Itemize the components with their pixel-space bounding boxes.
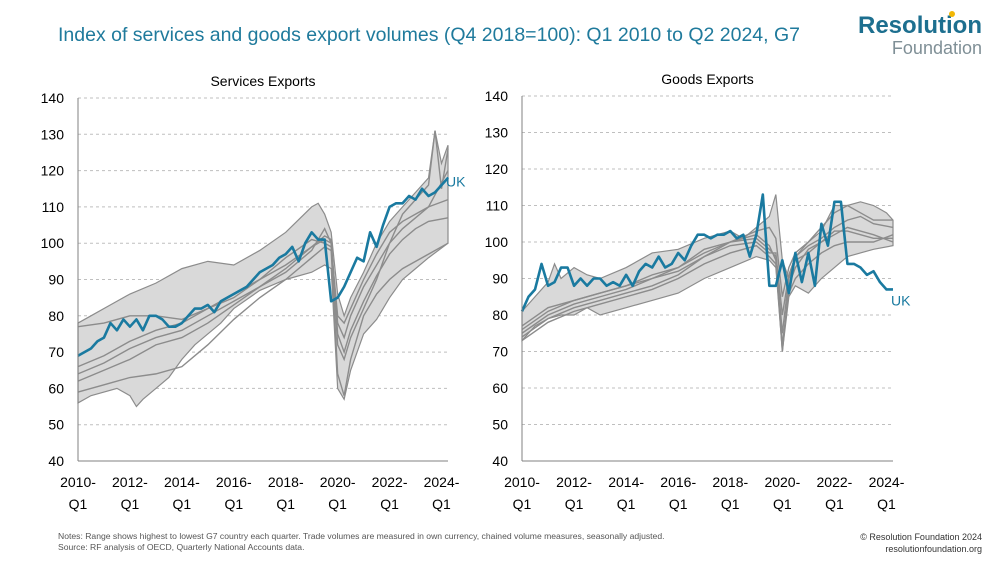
y-tick-label: 50 [492,417,508,433]
country-line-5 [521,234,894,345]
x-tick-label: Q1 [513,496,532,512]
x-tick-label: 2018- [712,474,748,490]
y-tick-label: 120 [41,163,65,179]
goods-exports-panel: Goods Exports 40 50 60 70 80 90 100 110 120 130 140… [485,71,911,512]
y-tick-label: 40 [48,453,64,469]
x-tick-label: Q1 [669,496,688,512]
source-line: Source: RF analysis of OECD, Quarterly N… [58,542,305,552]
country-line-3 [77,217,449,375]
y-tick-label: 140 [485,88,509,104]
x-tick-label: 2016- [216,474,252,490]
y-tick-label: 110 [486,198,509,214]
g7-range-band [521,194,894,352]
y-tick-label: 90 [492,271,508,287]
x-tick-label: 2014- [164,474,200,490]
x-tick-label: 2020- [764,474,800,490]
services-exports-panel: Services Exports 40 50 60 70 80 90 100 110 120 130… [41,73,466,512]
y-tick-label: 70 [48,344,64,360]
x-tick-label: 2012- [556,474,592,490]
notes-line: Notes: Range shows highest to lowest G7 … [58,531,665,541]
y-tick-label: 50 [48,417,64,433]
x-tick-label: 2022- [372,474,408,490]
x-tick-label: 2024- [869,474,905,490]
x-tick-label: 2012- [112,474,148,490]
x-tick-label: Q1 [121,496,140,512]
y-tick-label: 70 [492,344,508,360]
y-tick-label: 120 [485,161,509,177]
resolution-foundation-logo: Resolution Foundation [858,11,982,58]
g7-range-band [77,130,449,408]
y-tick-label: 80 [48,308,64,324]
x-tick-label: Q1 [432,496,451,512]
y-tick-label: 140 [41,90,65,106]
logo-word-foundation: Foundation [891,38,982,58]
country-line-3 [521,215,894,338]
y-tick-label: 130 [41,126,65,142]
notes: Notes: Range shows highest to lowest G7 … [58,531,665,553]
x-tick-label: Q1 [224,496,243,512]
country-line-1 [77,198,449,328]
y-tick-label: 130 [485,125,509,141]
services-exports-title: Services Exports [210,73,315,89]
x-tick-label: Q1 [877,496,896,512]
x-tick-label: Q1 [565,496,584,512]
y-tick-label: 100 [485,234,509,250]
credit: © Resolution Foundation 2024 resolutionf… [860,531,982,555]
website: resolutionfoundation.org [885,544,982,554]
logo-dot [949,11,955,17]
x-tick-label: Q1 [69,496,88,512]
x-tick-label: 2010- [504,474,540,490]
x-tick-label: 2022- [817,474,853,490]
y-tick-label: 90 [48,272,64,288]
y-tick-label: 80 [492,307,508,323]
x-tick-label: 2020- [320,474,356,490]
y-tick-label: 100 [41,235,65,251]
x-tick-label: 2024- [424,474,460,490]
chart-title: Index of services and goods export volum… [58,24,800,46]
x-tick-label: Q1 [773,496,792,512]
goods-exports-title: Goods Exports [661,71,754,87]
x-tick-label: 2014- [608,474,644,490]
y-tick-label: 60 [492,380,508,396]
x-tick-label: Q1 [328,496,347,512]
x-tick-label: 2016- [660,474,696,490]
x-tick-label: 2018- [268,474,304,490]
y-tick-label: 110 [42,199,65,215]
country-line-5 [77,242,449,396]
uk-series-label: UK [891,292,911,308]
x-tick-label: Q1 [380,496,399,512]
x-tick-label: 2010- [60,474,96,490]
uk-series-line [520,193,893,312]
x-tick-label: Q1 [276,496,295,512]
x-tick-label: Q1 [825,496,844,512]
y-tick-label: 60 [48,380,64,396]
uk-series-label: UK [446,173,466,189]
y-tick-label: 40 [492,453,508,469]
x-tick-label: Q1 [173,496,192,512]
x-tick-label: Q1 [721,496,740,512]
x-tick-label: Q1 [617,496,636,512]
uk-series-line [77,176,449,357]
logo-word-resolution: Resolution [858,11,982,39]
copyright: © Resolution Foundation 2024 [860,532,982,542]
